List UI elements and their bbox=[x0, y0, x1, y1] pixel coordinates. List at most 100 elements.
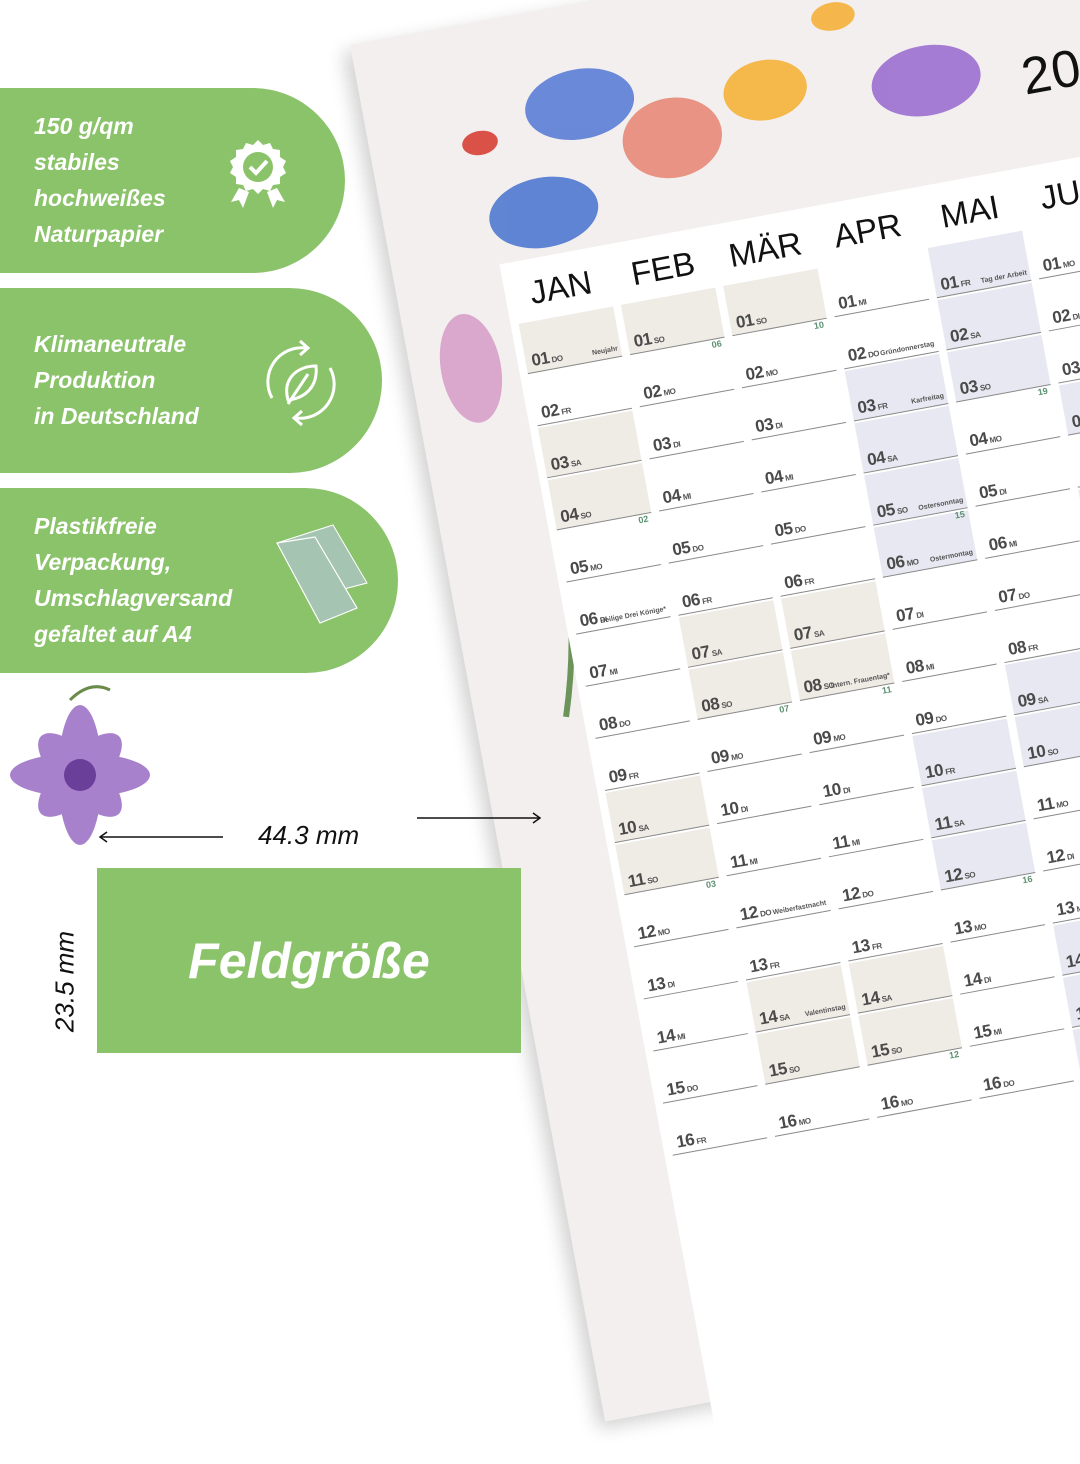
feature-line: in Deutschland bbox=[34, 398, 199, 434]
day-number-value: 03 bbox=[958, 377, 979, 399]
day-number: 01SO bbox=[734, 308, 768, 333]
day-number: 08FR bbox=[1006, 635, 1039, 660]
weekday-label: SO bbox=[647, 875, 659, 886]
day-number-value: 01 bbox=[734, 310, 755, 332]
feature-line: gefaltet auf A4 bbox=[34, 616, 232, 652]
day-number-value: 16 bbox=[981, 1073, 1002, 1095]
day-number-value: 04 bbox=[968, 429, 989, 451]
weekday-label: DO bbox=[686, 1083, 698, 1094]
day-number-value: 02 bbox=[539, 400, 560, 422]
day-number: 10FR bbox=[924, 758, 957, 783]
weekday-label: MO bbox=[833, 732, 846, 743]
weekday-label: MI bbox=[682, 492, 691, 502]
day-number-value: 06 bbox=[783, 571, 804, 593]
day-number: 12DI bbox=[1045, 844, 1075, 869]
weekday-label: DO bbox=[759, 908, 771, 919]
day-number: 04MI bbox=[763, 465, 794, 490]
weekday-label: DI bbox=[1072, 312, 1080, 322]
day-number-value: 06 bbox=[578, 609, 599, 631]
width-arrow-left-icon bbox=[95, 827, 235, 847]
week-number: 11 bbox=[881, 684, 892, 696]
weekday-label: MO bbox=[798, 1116, 811, 1127]
day-number-value: 11 bbox=[933, 813, 953, 835]
weekday-label: SO bbox=[721, 700, 733, 711]
day-number: 04DO bbox=[1070, 407, 1080, 432]
day-number-value: 03 bbox=[651, 433, 672, 455]
day-number-value: 05 bbox=[875, 500, 896, 522]
day-number-value: 01 bbox=[632, 329, 653, 351]
week-number: 15 bbox=[954, 509, 966, 521]
holiday-label: Ostermontag bbox=[929, 549, 973, 564]
field-size-box: Feldgröße bbox=[97, 868, 521, 1053]
recycle-leaf-icon bbox=[258, 338, 344, 428]
weekday-label: MO bbox=[730, 751, 743, 762]
day-number: 05DI bbox=[978, 479, 1008, 504]
weekday-label: FR bbox=[804, 576, 815, 587]
day-number: 02MO bbox=[744, 360, 779, 385]
weekday-label: DO bbox=[1003, 1078, 1015, 1089]
weekday-label: SO bbox=[891, 1045, 903, 1056]
day-number: 13MO bbox=[953, 914, 988, 939]
day-number: 09FR bbox=[607, 763, 640, 788]
day-number-value: 07 bbox=[895, 604, 916, 626]
weekday-label: MO bbox=[765, 368, 778, 379]
day-number: 10DI bbox=[719, 797, 749, 822]
weekday-label: DO bbox=[551, 354, 563, 365]
weekday-label: SA bbox=[779, 1012, 791, 1023]
weekday-label: SO bbox=[755, 316, 767, 327]
day-number: 15SO bbox=[767, 1056, 801, 1081]
day-number-value: 03 bbox=[754, 414, 775, 436]
day-number: 04SO bbox=[559, 502, 593, 527]
day-number: 09DO bbox=[914, 706, 948, 731]
day-number: 03DI bbox=[754, 413, 784, 438]
day-number: 09SA bbox=[1016, 687, 1049, 712]
weekday-label: DI bbox=[916, 610, 925, 620]
day-number-value: 16 bbox=[879, 1092, 900, 1114]
day-number-value: 07 bbox=[588, 661, 609, 683]
day-number: 09MO bbox=[709, 744, 744, 769]
weekday-label: SA bbox=[570, 458, 582, 469]
day-number-value: 13 bbox=[748, 954, 769, 976]
weekday-label: DO bbox=[692, 543, 704, 554]
day-number: 16MO bbox=[879, 1089, 914, 1114]
day-number-value: 03 bbox=[856, 395, 877, 417]
day-number: 11MI bbox=[729, 849, 759, 874]
weekday-label: SO bbox=[580, 510, 592, 521]
day-number-value: 12 bbox=[1045, 846, 1066, 868]
weekday-label: MO bbox=[974, 922, 987, 933]
day-number: 05DO bbox=[773, 516, 807, 541]
weekday-label: SA bbox=[1037, 695, 1049, 706]
day-number: 01MI bbox=[837, 289, 868, 314]
day-number-value: 14 bbox=[860, 988, 881, 1010]
day-number-value: 05 bbox=[773, 519, 794, 541]
feature-line: Produktion bbox=[34, 362, 199, 398]
day-number: 14DI bbox=[962, 967, 992, 992]
day-number-value: 08 bbox=[1006, 637, 1027, 659]
day-number: 05SO bbox=[875, 497, 909, 522]
day-number-value: 05 bbox=[978, 481, 999, 503]
day-number-value: 13 bbox=[953, 917, 974, 939]
day-number: 03MI bbox=[1060, 356, 1080, 381]
day-number-value: 10 bbox=[719, 798, 740, 820]
weekday-label: DI bbox=[775, 421, 784, 431]
day-number: 10SO bbox=[1026, 739, 1060, 764]
day-number: 08SO bbox=[700, 692, 734, 717]
day-number-value: 15 bbox=[767, 1059, 788, 1081]
day-number-value: 11 bbox=[1035, 794, 1055, 816]
day-number: 07SA bbox=[690, 640, 723, 665]
day-number-value: 09 bbox=[607, 765, 628, 787]
feature-line: stabiles bbox=[34, 144, 166, 180]
day-number-value: 02 bbox=[949, 324, 970, 346]
day-number: 11SA bbox=[933, 810, 965, 835]
day-number: 02MO bbox=[642, 379, 677, 404]
day-number: 07MI bbox=[588, 659, 619, 684]
weekday-label: DI bbox=[667, 980, 676, 990]
day-number-value: 13 bbox=[850, 936, 871, 958]
day-number: 12DO bbox=[738, 900, 772, 925]
day-number-value: 07 bbox=[792, 623, 813, 645]
weekday-label: DO bbox=[867, 349, 879, 360]
day-number: 14SA bbox=[860, 985, 893, 1010]
day-number-value: 12 bbox=[841, 883, 862, 905]
day-number-value: 14 bbox=[962, 969, 983, 991]
